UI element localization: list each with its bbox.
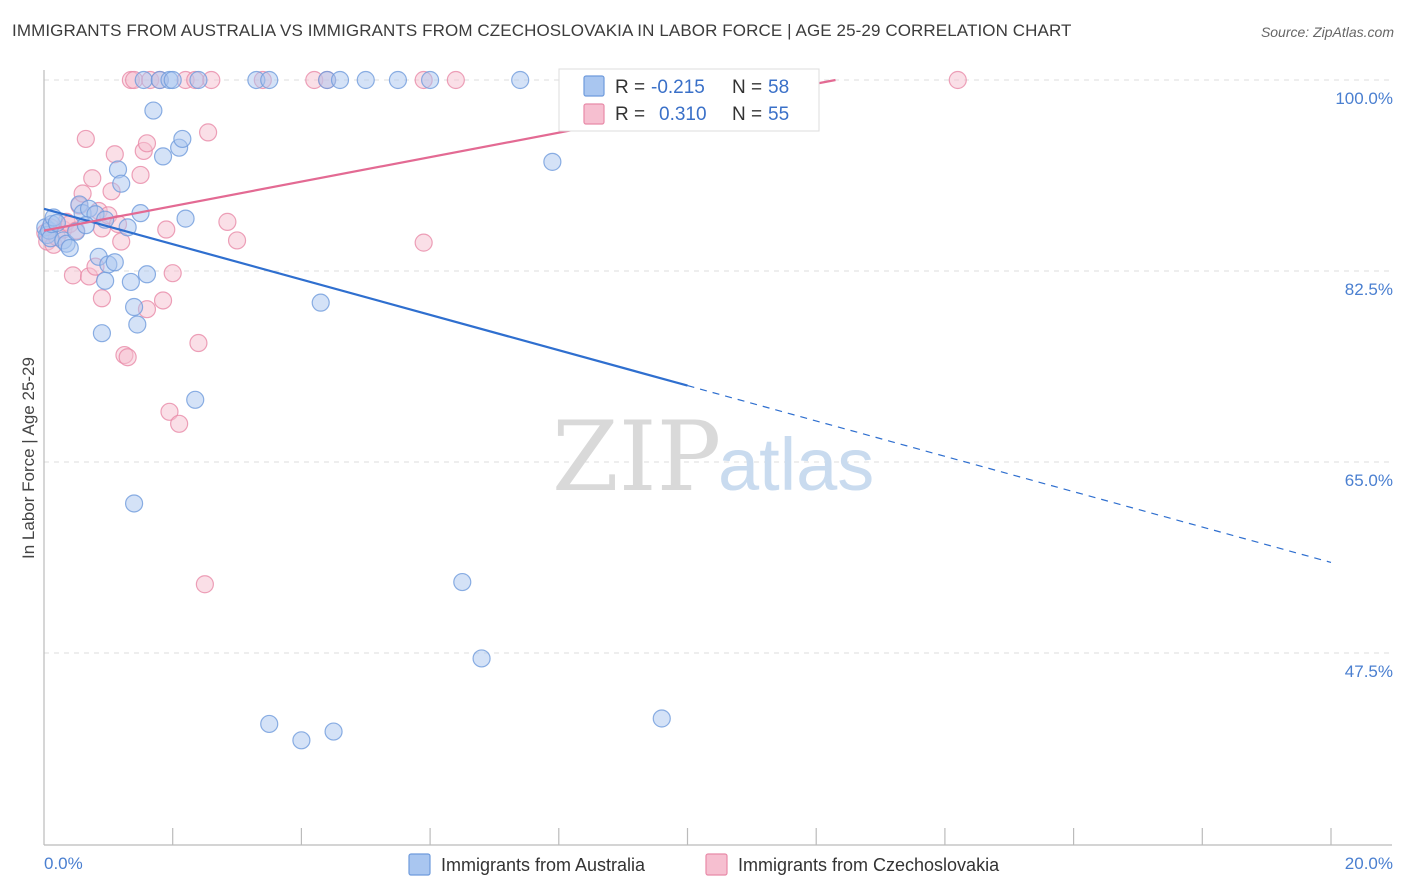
- pink-point-49: [446, 70, 465, 90]
- pink-point-14: [83, 169, 102, 188]
- pink-point-43: [227, 231, 247, 250]
- blue-point-22: [121, 272, 140, 292]
- blue-point-51: [311, 293, 330, 312]
- legend-n-value-2: 55: [768, 104, 789, 125]
- chart-title: IMMIGRANTS FROM AUSTRALIA VS IMMIGRANTS …: [12, 21, 1072, 40]
- legend-swatch-blue: [583, 75, 605, 97]
- blue-point-37: [96, 271, 115, 290]
- pink-point-34: [160, 402, 179, 421]
- pink-point-48: [414, 233, 433, 252]
- pink-point-12: [76, 129, 95, 149]
- watermark-atlas: atlas: [718, 423, 874, 506]
- blue-point-43: [330, 70, 350, 90]
- bottom-legend-label-australia: Immigrants from Australia: [441, 855, 646, 875]
- blue-point-44: [356, 70, 375, 90]
- pink-point-40: [198, 123, 218, 142]
- source-label: Source: ZipAtlas.com: [1260, 24, 1394, 40]
- blue-point-30: [153, 147, 173, 166]
- x-ticks: [172, 828, 1332, 845]
- pink-point-33: [157, 220, 176, 239]
- blue-point-47: [511, 70, 530, 90]
- grid: [44, 79, 1392, 654]
- pink-point-20: [105, 145, 124, 164]
- x-tick-label-max: 20.0%: [1345, 854, 1393, 873]
- legend-swatch-pink: [583, 103, 605, 125]
- blue-point-48: [543, 152, 562, 171]
- blue-point-52: [453, 572, 472, 592]
- y-tick-label-3: 100.0%: [1335, 89, 1393, 108]
- legend-n-label-1: N =: [732, 77, 762, 98]
- legend: R = -0.215 N = 58 R = 0.310 N = 55: [558, 68, 820, 132]
- blue-point-20: [112, 174, 131, 193]
- watermark: ZIP atlas: [552, 401, 874, 513]
- x-tick-label-min: 0.0%: [44, 854, 83, 873]
- legend-r-value-1: -0.215: [651, 77, 705, 98]
- pink-point-35: [163, 264, 182, 283]
- series-australia-points: [36, 70, 671, 750]
- blue-point-50: [124, 494, 144, 513]
- blue-point-18: [105, 253, 124, 272]
- pink-point-36: [170, 414, 189, 433]
- watermark-zip: ZIP: [552, 401, 721, 513]
- blue-point-36: [189, 70, 208, 90]
- blue-point-49: [92, 324, 112, 343]
- blue-point-45: [388, 70, 408, 90]
- blue-point-24: [128, 315, 147, 334]
- blue-trend-line: [43, 207, 688, 387]
- pink-point-27: [131, 165, 150, 185]
- legend-n-value-1: 58: [768, 77, 789, 98]
- pink-point-29: [137, 134, 157, 153]
- pink-point-52: [195, 575, 214, 594]
- blue-point-54: [260, 714, 279, 734]
- y-tick-label-2: 82.5%: [1345, 280, 1393, 299]
- bottom-legend-label-czechoslovakia: Immigrants from Czechoslovakia: [738, 855, 1000, 875]
- blue-point-34: [173, 129, 192, 149]
- bottom-legend-swatch-australia: [408, 853, 431, 876]
- blue-point-53: [472, 649, 491, 668]
- blue-point-26: [137, 265, 157, 284]
- y-tick-labels: 47.5% 65.0% 82.5% 100.0%: [1335, 89, 1393, 681]
- y-tick-label-1: 65.0%: [1345, 471, 1393, 490]
- pink-point-8: [63, 266, 83, 285]
- blue-point-35: [176, 209, 195, 228]
- bottom-legend-swatch-czechoslovakia: [705, 853, 728, 876]
- axes: [43, 70, 1392, 846]
- blue-point-46: [421, 70, 440, 90]
- pink-point-54: [92, 289, 112, 308]
- legend-r-label-2: R =: [615, 104, 645, 125]
- blue-point-9: [60, 238, 79, 258]
- y-tick-label-0: 47.5%: [1345, 662, 1393, 681]
- blue-point-56: [324, 722, 343, 741]
- pink-point-32: [153, 291, 173, 310]
- pink-point-24: [118, 348, 137, 367]
- blue-point-39: [186, 390, 205, 409]
- blue-point-55: [292, 731, 311, 750]
- pink-point-42: [218, 212, 237, 231]
- pink-point-51: [948, 70, 967, 90]
- blue-point-28: [144, 101, 163, 120]
- blue-point-57: [652, 709, 671, 728]
- blue-point-27: [134, 70, 153, 90]
- pink-point-39: [189, 333, 208, 353]
- blue-point-23: [124, 297, 144, 317]
- legend-r-value-2: 0.310: [659, 104, 707, 125]
- legend-n-label-2: N =: [732, 104, 762, 125]
- blue-point-32: [163, 70, 182, 90]
- bottom-legend: Immigrants from Australia Immigrants fro…: [408, 853, 1000, 876]
- blue-point-41: [260, 70, 279, 90]
- legend-r-label-1: R =: [615, 77, 645, 98]
- y-axis-label: In Labor Force | Age 25-29: [19, 357, 38, 559]
